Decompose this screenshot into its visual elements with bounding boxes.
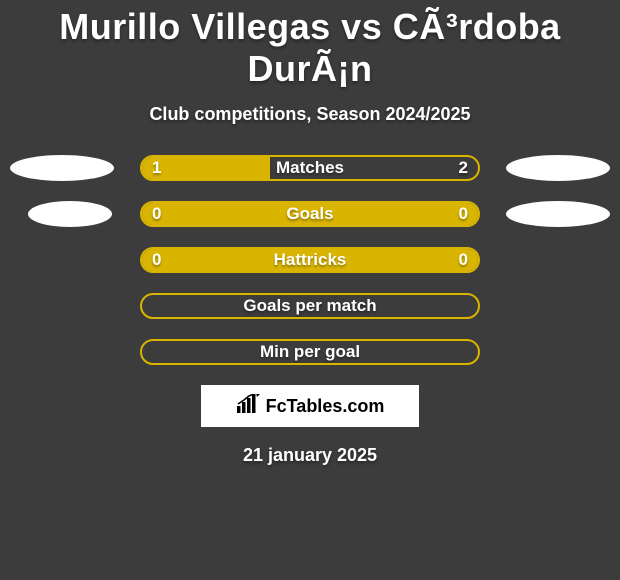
stat-bar-fill [142,157,270,179]
page-title: Murillo Villegas vs CÃ³rdoba DurÃ¡n [59,6,560,89]
brand-text: FcTables.com [266,396,385,417]
branding-row: FcTables.com [0,375,620,427]
stat-right-value: 2 [459,158,468,178]
stat-row: 1Matches2 [0,145,620,191]
stat-row: Min per goal [0,329,620,375]
stat-row: 0Hattricks0 [0,237,620,283]
brand-box: FcTables.com [201,385,419,427]
player-oval-right [506,201,610,227]
player-oval-left [10,155,114,181]
stat-label: Goals per match [142,296,478,316]
stat-bar-fill [142,203,478,225]
player-oval-left [28,201,112,227]
title-row: Murillo Villegas vs CÃ³rdoba DurÃ¡n [0,0,620,96]
footer-date: 21 january 2025 [243,445,377,465]
stat-bar: 1Matches2 [140,155,480,181]
stat-bar: Goals per match [140,293,480,319]
stat-label: Min per goal [142,342,478,362]
stats-container: 1Matches2 0Goals0 0Hattricks0 Goals per mat… [0,145,620,375]
chart-icon [236,394,262,419]
date-row: 21 january 2025 [0,427,620,466]
stat-bar: 0Hattricks0 [140,247,480,273]
stat-bar-fill [142,249,478,271]
page-subtitle: Club competitions, Season 2024/2025 [149,104,470,124]
stat-bar-overlay: Min per goal [142,341,478,363]
stat-bar-overlay: Goals per match [142,295,478,317]
stat-bar: 0Goals0 [140,201,480,227]
player-oval-right [506,155,610,181]
stat-row: 0Goals0 [0,191,620,237]
stat-row: Goals per match [0,283,620,329]
subtitle-row: Club competitions, Season 2024/2025 [0,96,620,145]
stat-bar: Min per goal [140,339,480,365]
